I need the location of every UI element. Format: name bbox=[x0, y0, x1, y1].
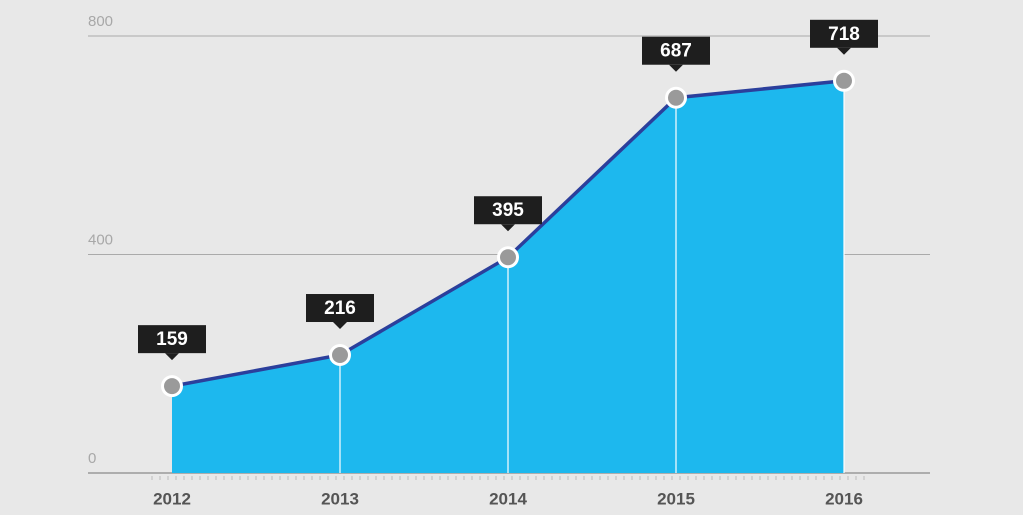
value-label-pointer bbox=[501, 224, 515, 232]
x-tick-label: 2012 bbox=[153, 489, 191, 508]
y-tick-label: 800 bbox=[88, 13, 113, 30]
point-inner bbox=[500, 249, 516, 266]
value-label-pointer bbox=[333, 322, 347, 330]
value-label-box bbox=[810, 19, 878, 48]
value-label: 718 bbox=[828, 24, 860, 45]
value-label: 159 bbox=[156, 329, 188, 350]
value-label-pointer bbox=[165, 353, 179, 361]
value-label-box bbox=[642, 36, 710, 65]
value-label: 216 bbox=[324, 298, 356, 319]
y-tick-label: 400 bbox=[88, 231, 113, 248]
y-tick-label: 0 bbox=[88, 450, 96, 467]
x-tick-label: 2015 bbox=[657, 489, 695, 508]
value-label-pointer bbox=[837, 47, 851, 55]
x-tick-label: 2016 bbox=[825, 489, 863, 508]
point-inner bbox=[164, 378, 180, 395]
value-label: 687 bbox=[660, 41, 692, 62]
value-label-pointer bbox=[669, 64, 683, 72]
x-tick-label: 2014 bbox=[489, 489, 527, 508]
point-inner bbox=[668, 89, 684, 106]
value-label-box bbox=[474, 196, 542, 225]
point-inner bbox=[332, 347, 348, 364]
x-tick-label: 2013 bbox=[321, 489, 359, 508]
value-label-box bbox=[138, 325, 206, 354]
value-label-box bbox=[306, 294, 374, 323]
point-inner bbox=[836, 72, 852, 89]
value-label: 395 bbox=[492, 200, 524, 221]
